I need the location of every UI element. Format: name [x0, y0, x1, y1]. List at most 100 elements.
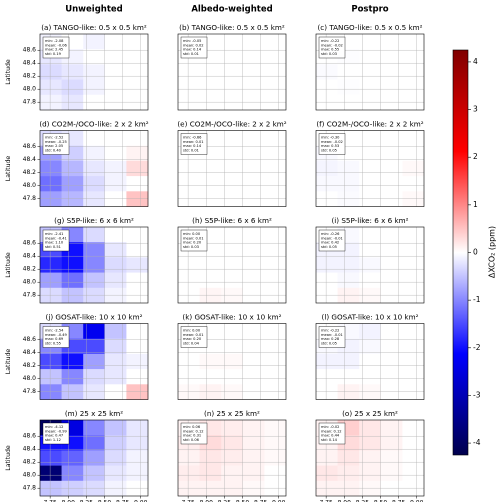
stats-box [318, 36, 346, 59]
cell [40, 353, 62, 370]
cell [126, 465, 149, 482]
cell [264, 420, 287, 436]
cell [104, 176, 127, 192]
cell [359, 94, 382, 111]
cell [316, 160, 338, 177]
y-tick-label: 47.8 [23, 485, 37, 492]
cell [242, 287, 265, 304]
stats-text: min: -0.02 [321, 425, 339, 429]
cell [221, 49, 244, 65]
cell [337, 160, 360, 177]
cell [83, 287, 106, 304]
cell [402, 272, 425, 289]
colorbar-tick-label: 4 [473, 57, 478, 66]
plot-frame [39, 323, 149, 400]
cell [359, 227, 382, 243]
stats-text: mean: 0.12 [183, 429, 204, 433]
stats-box [180, 422, 208, 445]
cell [40, 191, 62, 207]
cell [380, 257, 403, 273]
cell [221, 384, 244, 400]
cell [359, 145, 382, 162]
stats-text: max: 0.53 [321, 144, 339, 148]
cell [104, 79, 127, 96]
cell [242, 384, 265, 400]
cell [380, 287, 403, 304]
cell [178, 79, 200, 96]
cell [359, 465, 382, 482]
cell [359, 480, 382, 497]
y-tick-label: 47.8 [23, 388, 37, 395]
cell [126, 420, 149, 436]
y-tick-label: 48.4 [23, 156, 37, 163]
cell [178, 272, 200, 289]
y-axis-label: Latitude [5, 252, 12, 278]
cell [104, 287, 127, 304]
stats-text: mean: -0.49 [45, 333, 68, 337]
cell [178, 369, 200, 385]
cell [337, 353, 360, 370]
cell [359, 369, 382, 385]
cell [178, 384, 200, 400]
cell [40, 79, 62, 96]
stats-text: std: 0.05 [321, 245, 337, 249]
cell [402, 160, 425, 177]
cell [199, 369, 222, 385]
colorbar-tick-label: -1 [473, 295, 481, 304]
cell [83, 94, 106, 111]
cell [402, 480, 425, 497]
y-tick-label: 48.2 [23, 169, 37, 176]
cell [242, 176, 265, 192]
stats-text: std: 0.19 [45, 52, 62, 56]
panel-title: (o) 25 x 25 km² [342, 409, 398, 418]
cell [264, 480, 287, 497]
stats-text: max: 0.31 [183, 434, 201, 438]
stats-text: std: 0.04 [183, 341, 200, 345]
stats-text: max: 0.14 [183, 144, 202, 148]
stats-box [42, 133, 70, 155]
cell [380, 64, 403, 80]
cell [264, 227, 287, 243]
y-tick-label: 48.0 [23, 182, 37, 189]
cell [316, 480, 338, 497]
stats-text: std: 0.01 [183, 52, 199, 56]
cell [61, 353, 84, 370]
cell [242, 191, 265, 207]
stats-text: mean: -0.41 [45, 236, 67, 240]
cell [178, 353, 200, 370]
cell [199, 480, 222, 497]
cell [83, 145, 106, 162]
cell [126, 227, 149, 243]
cell [126, 338, 149, 355]
cell [83, 176, 106, 192]
y-tick-label: 48.6 [23, 143, 37, 150]
stats-text: max: 2.45 [45, 48, 63, 52]
y-tick-label: 47.8 [23, 99, 37, 106]
cell [337, 272, 360, 289]
cell [359, 338, 382, 355]
cell [242, 338, 265, 355]
panel-title: (b) TANGO-like: 0.5 x 0.5 km² [179, 23, 285, 32]
y-tick-label: 48.6 [23, 240, 37, 247]
plot-frame [39, 419, 149, 497]
y-tick-label: 48.0 [23, 86, 37, 93]
cell [83, 369, 106, 385]
stats-text: min: 0.00 [183, 329, 201, 333]
cell [359, 49, 382, 65]
stats-text: std: 0.06 [183, 438, 200, 442]
cell [126, 450, 149, 466]
cell [40, 465, 62, 482]
cell [126, 34, 149, 50]
cell [264, 49, 287, 65]
cell [126, 49, 149, 65]
cell [264, 176, 287, 192]
cell [83, 420, 106, 436]
cell [199, 384, 222, 400]
cell [178, 480, 200, 497]
plot-frame [39, 130, 149, 207]
cell [316, 64, 338, 80]
cell [104, 160, 127, 177]
cell [316, 176, 338, 192]
cell [61, 257, 84, 273]
cell [126, 287, 149, 304]
